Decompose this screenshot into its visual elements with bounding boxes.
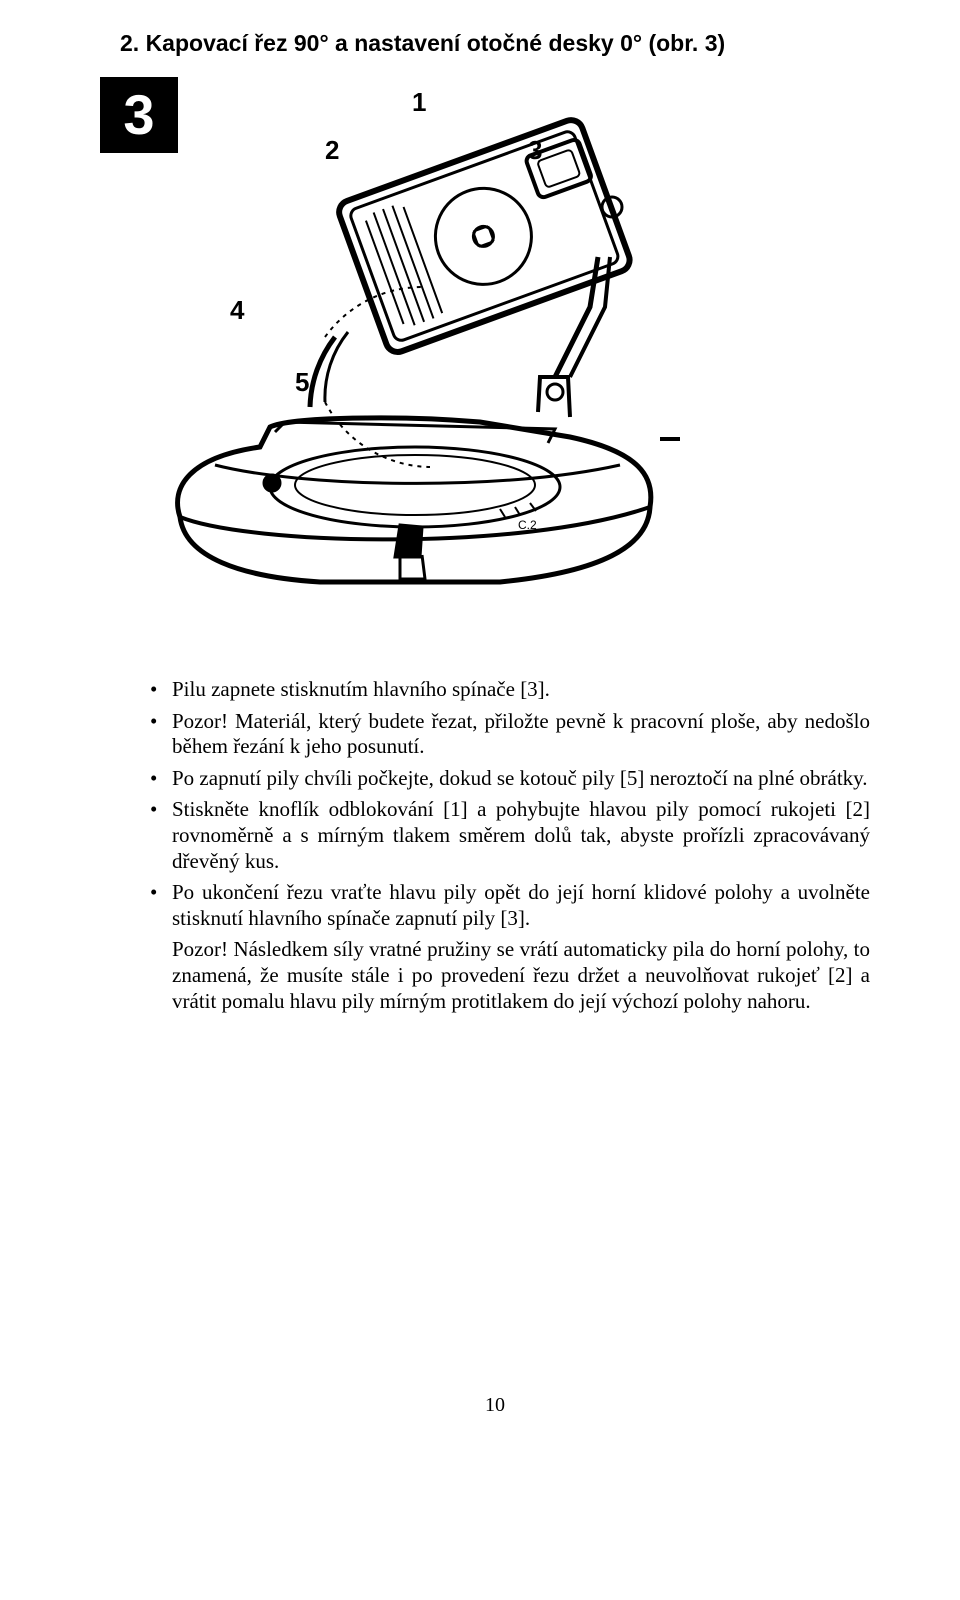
figure-3: 3 1 2 3 4 5 [100,77,700,637]
list-item: Stiskněte knoflík odblokování [1] a pohy… [150,797,870,874]
list-item-continuation: Pozor! Následkem síly vratné pružiny se … [150,937,870,1014]
document-page: 2. Kapovací řez 90° a nastavení otočné d… [0,0,960,1457]
list-item: Pilu zapnete stisknutím hlavního spínače… [150,677,870,703]
figure-block: 3 1 2 3 4 5 [100,77,870,637]
svg-text:C.2: C.2 [518,518,537,532]
section-heading: 2. Kapovací řez 90° a nastavení otočné d… [120,30,870,57]
list-item: Pozor! Materiál, který budete řezat, při… [150,709,870,760]
bullet-list: Pilu zapnete stisknutím hlavního spínače… [150,677,870,1014]
page-number: 10 [120,1394,870,1417]
miter-saw-diagram: C.2 [100,77,700,637]
list-item: Po ukončení řezu vraťte hlavu pily opět … [150,880,870,931]
list-item: Po zapnutí pily chvíli počkejte, dokud s… [150,766,870,792]
